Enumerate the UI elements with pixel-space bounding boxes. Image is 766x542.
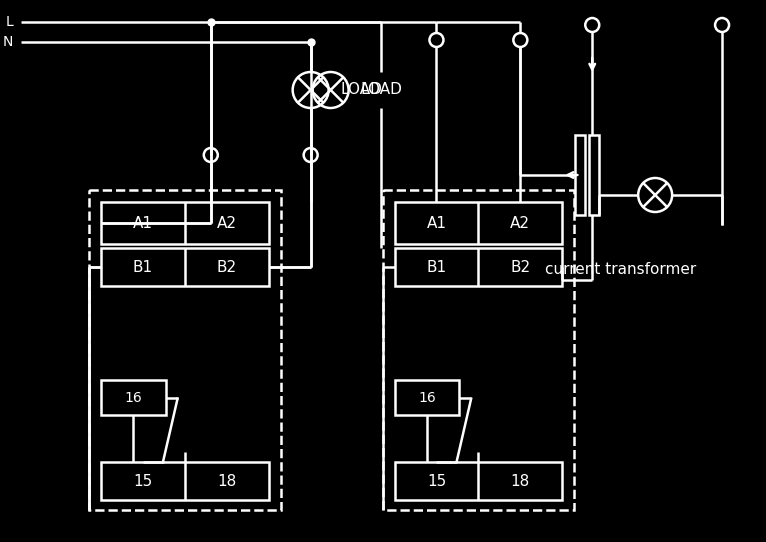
Text: B2: B2 — [510, 260, 530, 274]
Bar — [394, 380, 460, 415]
Bar — [394, 248, 562, 286]
Text: A1: A1 — [427, 216, 447, 230]
Bar — [394, 462, 562, 500]
Bar — [101, 462, 269, 500]
Bar — [394, 202, 562, 244]
Text: N: N — [3, 35, 13, 49]
Text: L: L — [5, 15, 13, 29]
Text: 15: 15 — [133, 474, 152, 488]
Text: LOAD: LOAD — [341, 82, 382, 98]
Text: B1: B1 — [133, 260, 153, 274]
Text: 16: 16 — [418, 390, 436, 404]
Bar — [101, 380, 166, 415]
Text: LOAD: LOAD — [361, 82, 402, 98]
Text: 15: 15 — [427, 474, 446, 488]
Text: A2: A2 — [217, 216, 237, 230]
Text: B2: B2 — [217, 260, 237, 274]
Text: 16: 16 — [125, 390, 142, 404]
Text: A1: A1 — [133, 216, 153, 230]
Bar — [101, 248, 269, 286]
Text: B1: B1 — [427, 260, 447, 274]
Text: A2: A2 — [510, 216, 530, 230]
Bar — [101, 202, 269, 244]
Bar — [575, 135, 585, 215]
Bar — [382, 190, 574, 510]
Text: current transformer: current transformer — [545, 262, 696, 278]
Text: 18: 18 — [217, 474, 237, 488]
Bar — [589, 135, 599, 215]
Text: 18: 18 — [511, 474, 530, 488]
Bar — [89, 190, 280, 510]
